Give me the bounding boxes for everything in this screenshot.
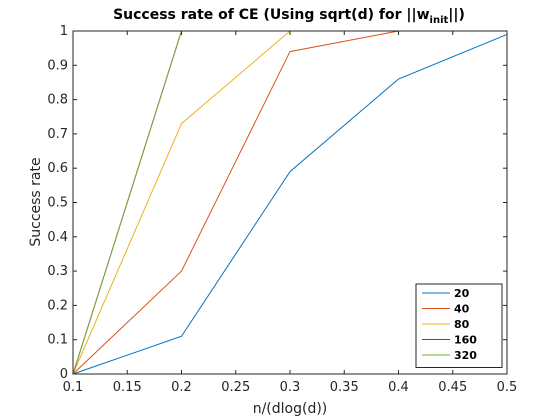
y-tick-label: 0.9 (47, 58, 68, 73)
legend-label-40: 40 (454, 303, 470, 316)
legend-label-80: 80 (454, 318, 470, 331)
y-tick-label: 0.1 (47, 333, 68, 348)
legend-label-160: 160 (454, 334, 477, 347)
y-tick-label: 0.4 (47, 230, 68, 245)
y-tick-label: 0 (60, 367, 68, 382)
y-tick-label: 0.3 (47, 264, 68, 279)
y-axis-label: Success rate (28, 157, 44, 246)
x-tick-label: 0.3 (280, 380, 301, 395)
y-tick-label: 0.2 (47, 298, 68, 313)
x-tick-label: 0.2 (171, 380, 192, 395)
x-axis-label: n/(dlog(d)) (253, 401, 328, 417)
x-tick-label: 0.15 (113, 380, 142, 395)
legend: 20 40 80 160 320 (415, 283, 503, 368)
y-tick-label: 0.7 (47, 127, 68, 142)
chart-title-end: ||) (448, 7, 465, 23)
y-tick-label: 0.5 (47, 196, 68, 211)
x-tick-label: 0.1 (63, 380, 84, 395)
legend-label-320: 320 (454, 349, 477, 362)
y-tick-label: 1 (60, 24, 68, 39)
legend-label-20: 20 (454, 287, 470, 300)
x-tick-label: 0.35 (330, 380, 359, 395)
y-tick-label: 0.6 (47, 161, 68, 176)
legend-box (415, 283, 503, 368)
x-tick-label: 0.45 (438, 380, 467, 395)
x-tick-label: 0.25 (221, 380, 250, 395)
chart-title-subscript: init (430, 15, 449, 26)
series-line-20 (72, 33, 508, 375)
chart-title: Success rate of CE (Using sqrt(d) for ||… (113, 7, 465, 26)
x-tick-label: 0.4 (388, 380, 409, 395)
chart-title-main: Success rate of CE (Using sqrt(d) for ||… (113, 7, 430, 23)
axes-layer: 0.1 0.15 0.2 0.25 0.3 0.35 0.4 0.45 0.500.10.20.… (47, 24, 517, 395)
x-tick-label: 0.5 (497, 380, 518, 395)
y-tick-label: 0.8 (47, 93, 68, 108)
